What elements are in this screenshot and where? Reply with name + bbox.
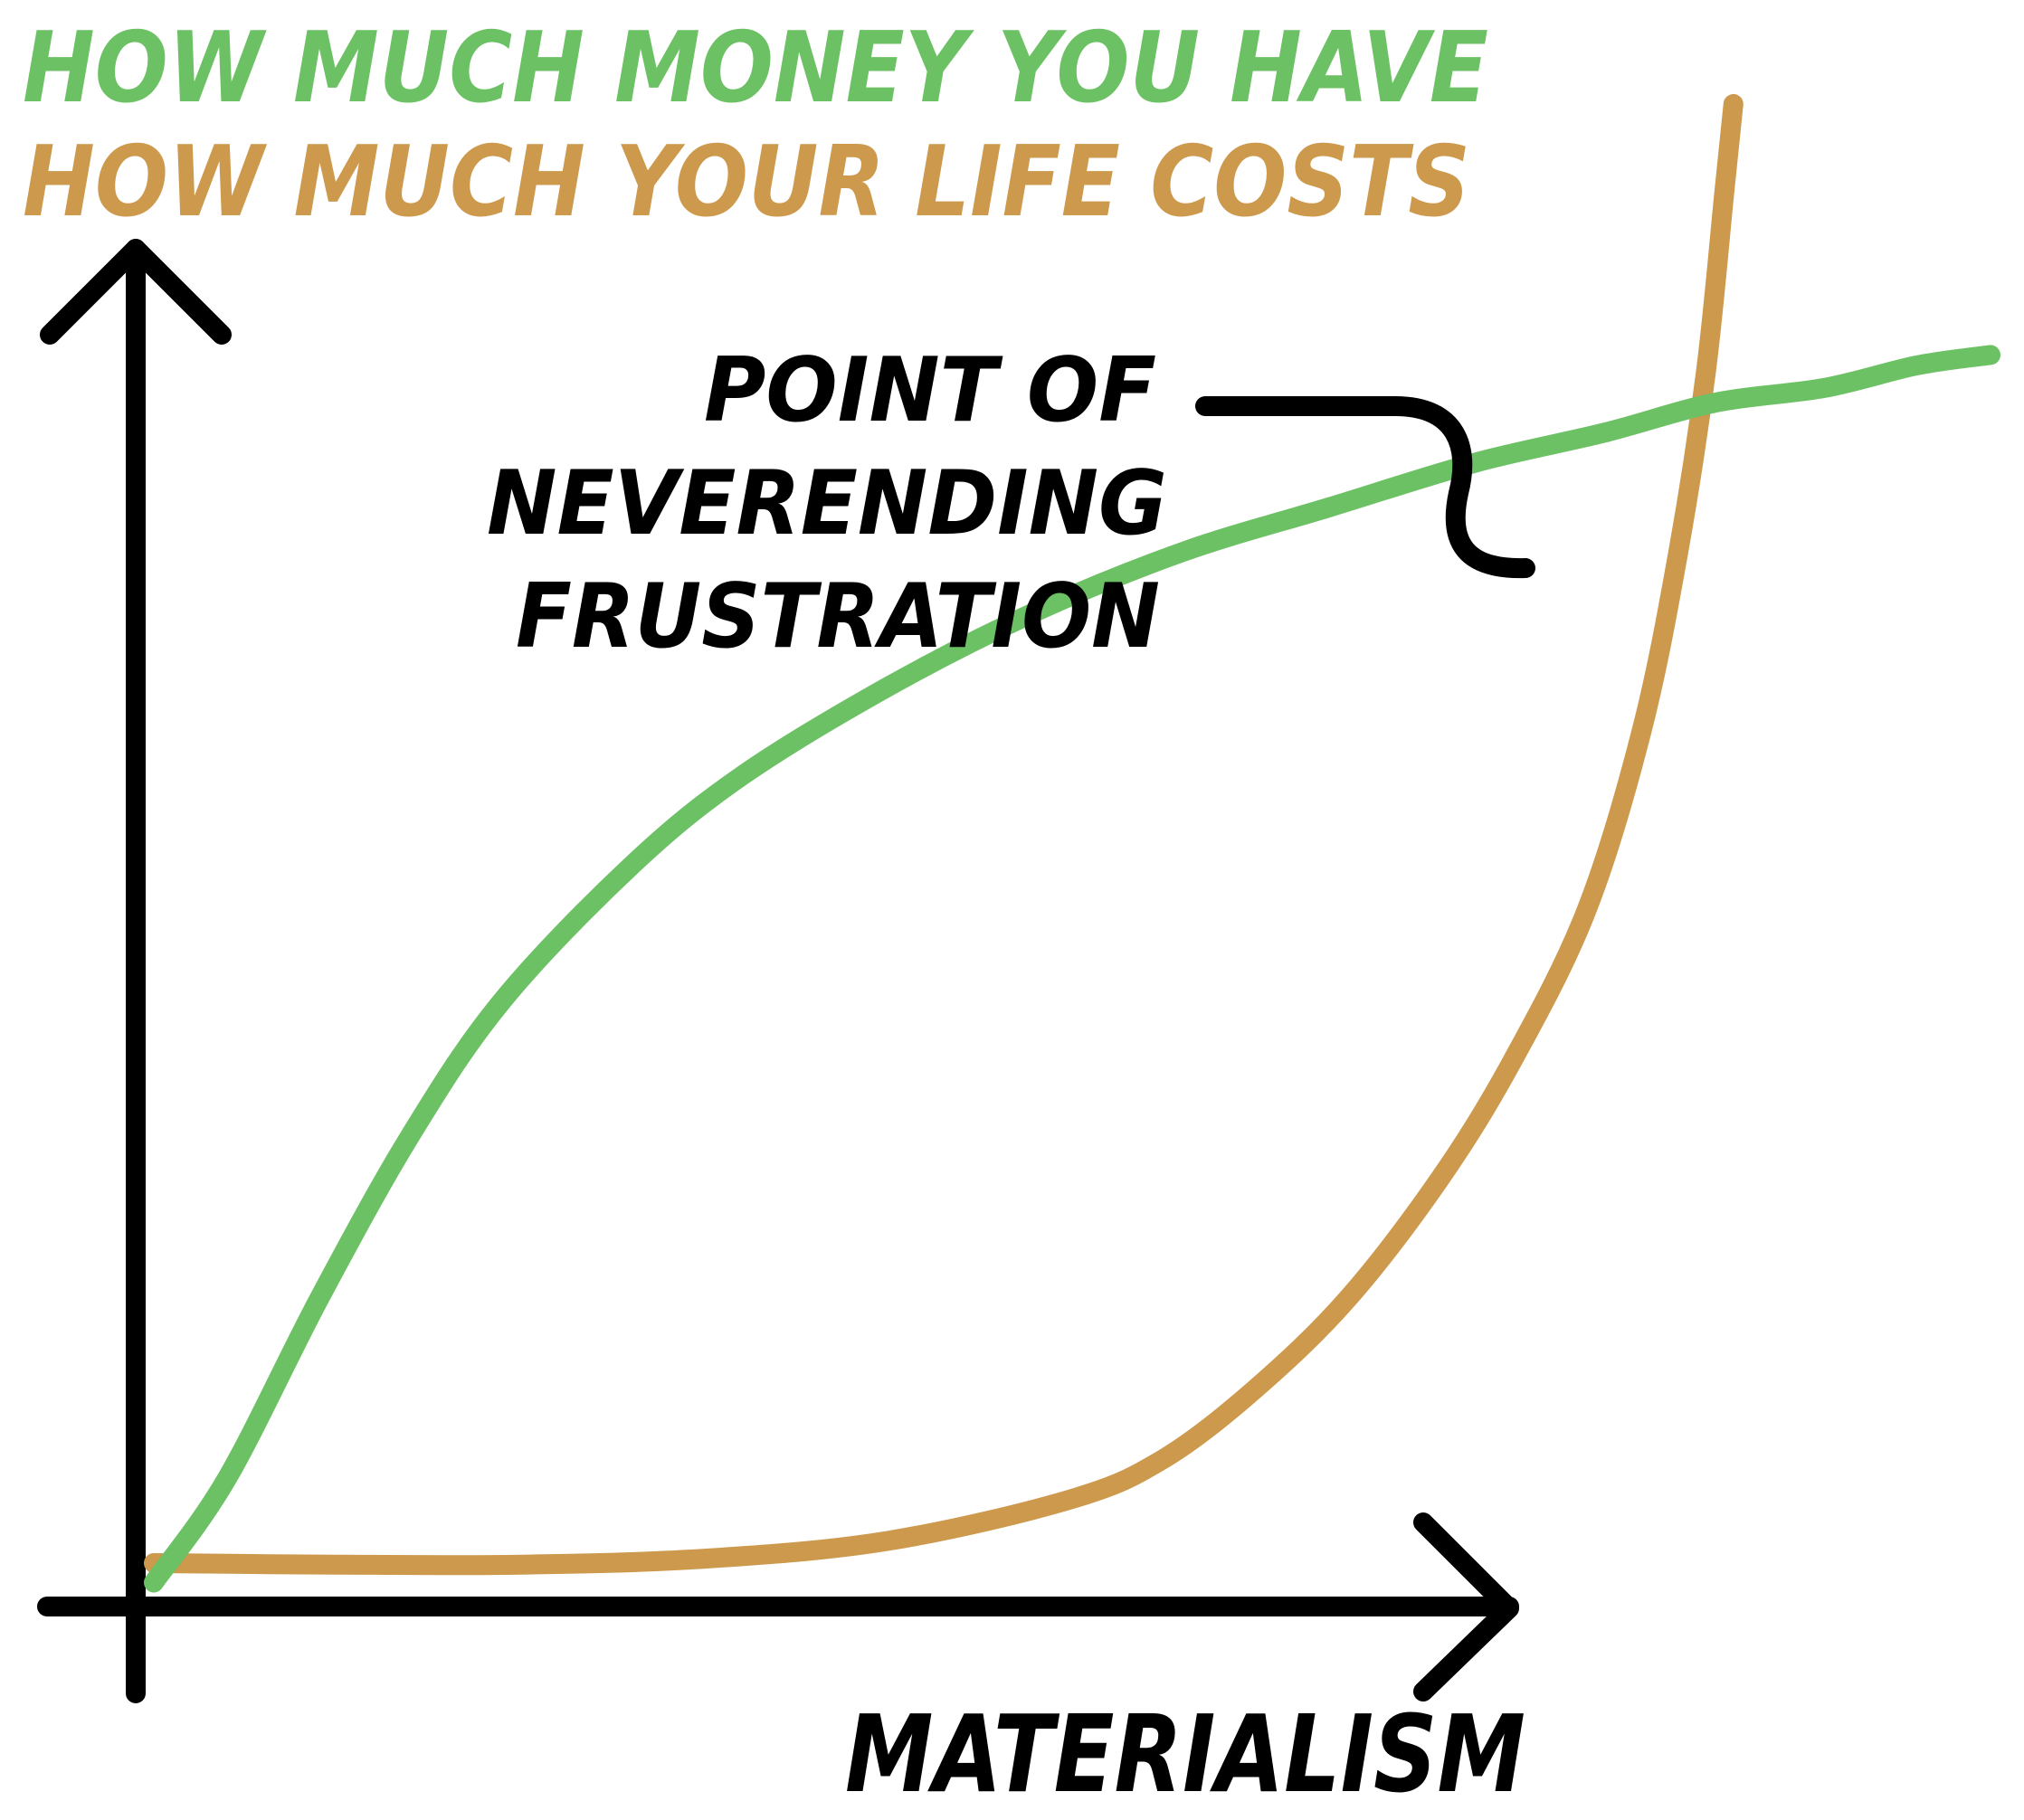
y-axis	[40, 239, 232, 1703]
annotation-bracket	[1195, 396, 1535, 579]
legend: HOW MUCH MONEY YOU HAVE HOW MUCH YOUR LI…	[23, 12, 1488, 239]
legend-entry-money: HOW MUCH MONEY YOU HAVE	[23, 12, 1488, 125]
x-axis-label: MATERIALISM	[845, 1692, 1525, 1816]
x-axis: MATERIALISM	[37, 1512, 1525, 1816]
legend-entry-cost: HOW MUCH YOUR LIFE COSTS	[23, 126, 1470, 239]
series-layer	[144, 94, 2000, 1593]
annotation-line-1: POINT OF	[704, 339, 1156, 442]
annotation-point-of-neverending-frustration: POINT OF NEVERENDING FRUSTRATION	[487, 339, 1535, 668]
annotation-line-3: FRUSTRATION	[516, 565, 1160, 668]
series-line-life-costs	[144, 94, 1744, 1576]
x-axis-arrowhead	[1413, 1512, 1519, 1702]
y-axis-arrowhead	[40, 239, 232, 345]
annotation-line-2: NEVERENDING	[487, 452, 1167, 555]
series-line-money-you-have	[144, 345, 2000, 1593]
